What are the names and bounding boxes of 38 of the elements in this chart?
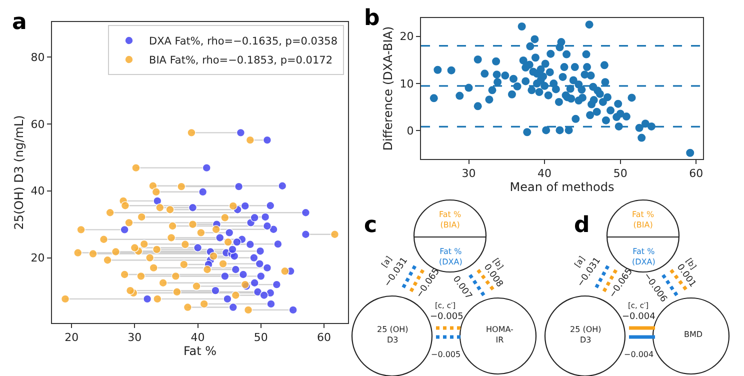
text: −0.005 [430, 312, 464, 322]
text: c [364, 213, 378, 238]
text: d [574, 213, 590, 238]
x-tick-label: 60 [689, 167, 704, 180]
x-tick-label: 20 [64, 331, 79, 344]
legend-label: BIA Fat%, rho=−0.1853, p=0.0172 [149, 54, 333, 67]
x-tick-label: 50 [613, 167, 628, 180]
x-tick-label: 30 [128, 331, 142, 344]
text: HOMA- IR [486, 325, 514, 344]
text: Fat % (DXA) [439, 247, 462, 266]
text: Fat % (BIA) [439, 210, 462, 230]
y-tick-label: 20 [30, 252, 45, 265]
text: Fat % (BIA) [632, 210, 654, 230]
chart-title: b [364, 6, 380, 31]
x-tick-label: 40 [538, 167, 552, 180]
y-axis-title: Difference (DXA-BIA) [381, 26, 396, 151]
y-tick-label: 0 [406, 124, 414, 138]
x-axis-title: Mean of methods [510, 180, 614, 194]
text: −0.005 [431, 350, 461, 359]
x-axis-title: Fat % [183, 344, 217, 358]
chart-title: a [12, 10, 27, 35]
text: 25 (OH) D3 [377, 325, 408, 344]
y-tick-label: 60 [30, 118, 45, 131]
x-tick-label: 40 [190, 331, 205, 344]
text: 25 (OH) D3 [570, 325, 602, 344]
y-tick-label: 10 [400, 77, 414, 90]
text: −0.004 [622, 312, 656, 322]
y-axis-title: 25(OH) D3 (ng/mL) [12, 115, 26, 230]
text: −0.004 [624, 350, 654, 359]
legend-label: DXA Fat%, rho=−0.1635, p=0.0358 [149, 36, 338, 48]
y-tick-label: 80 [30, 50, 45, 64]
text: BMD [684, 330, 703, 339]
x-tick-label: 50 [254, 331, 268, 344]
x-tick-label: 60 [317, 331, 332, 344]
y-tick-label: 20 [400, 30, 414, 44]
y-tick-label: 40 [30, 184, 45, 198]
text: Fat % (DXA) [632, 247, 656, 266]
x-tick-label: 30 [462, 167, 476, 180]
